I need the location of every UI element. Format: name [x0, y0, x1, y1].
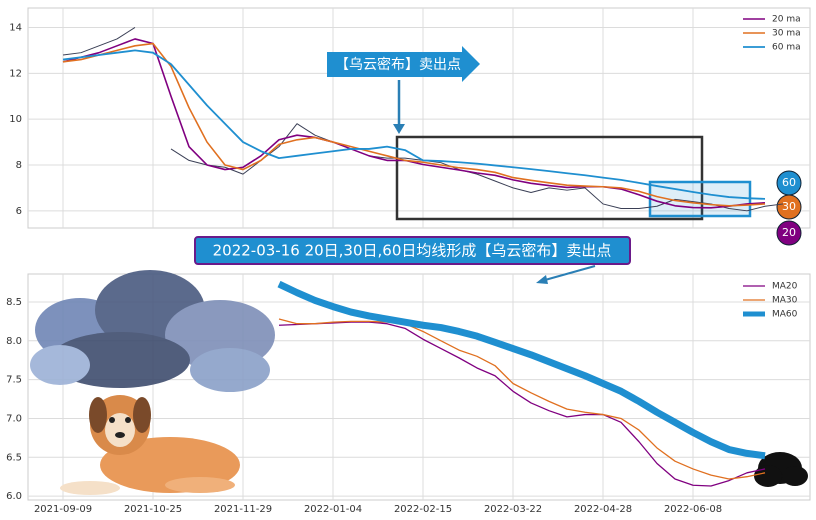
line-series: [62, 49, 766, 200]
y-tick-label: 6.0: [6, 491, 22, 502]
badge: 20: [782, 226, 796, 239]
legend-label: MA30: [772, 296, 798, 306]
y-tick-label: 8.5: [6, 297, 22, 308]
line-series: [277, 280, 766, 460]
y-tick-label: 10: [9, 114, 22, 125]
top-plot: [27, 7, 811, 229]
line-series: [62, 42, 766, 207]
legend-label: 20 ma: [772, 15, 801, 25]
annotation: 2022-03-16 20日,30日,60日均线形成【乌云密布】卖出点: [213, 242, 612, 260]
y-tick-label: 7.0: [6, 413, 22, 424]
line-series: [278, 318, 766, 480]
legend-label: 30 ma: [772, 29, 801, 39]
legend-label: 60 ma: [772, 43, 801, 53]
x-tick-label: 2022-01-04: [304, 504, 362, 515]
y-tick-label: 6: [16, 206, 22, 217]
y-tick-label: 6.5: [6, 452, 22, 463]
y-tick-label: 8: [16, 160, 22, 171]
legend-label: MA20: [772, 282, 798, 292]
x-tick-label: 2021-10-25: [124, 504, 182, 515]
x-tick-label: 2022-04-28: [574, 504, 632, 515]
line-series: [62, 38, 766, 209]
legend-label: MA60: [772, 310, 798, 320]
line-series: [278, 321, 766, 487]
y-tick-label: 8.0: [6, 336, 22, 347]
x-tick-label: 2021-09-09: [34, 504, 92, 515]
decoration: [30, 46, 808, 495]
annotation: 【乌云密布】卖出点: [335, 56, 461, 73]
x-tick-label: 2022-06-08: [664, 504, 722, 515]
y-tick-label: 7.5: [6, 375, 22, 386]
x-tick-label: 2022-02-15: [394, 504, 452, 515]
badge: 60: [782, 176, 796, 189]
y-tick-label: 14: [9, 22, 22, 33]
line-series: [62, 27, 784, 212]
y-tick-label: 12: [9, 68, 22, 79]
x-tick-label: 2022-03-22: [484, 504, 542, 515]
badge: 30: [782, 200, 796, 213]
x-tick-label: 2021-11-29: [214, 504, 272, 515]
